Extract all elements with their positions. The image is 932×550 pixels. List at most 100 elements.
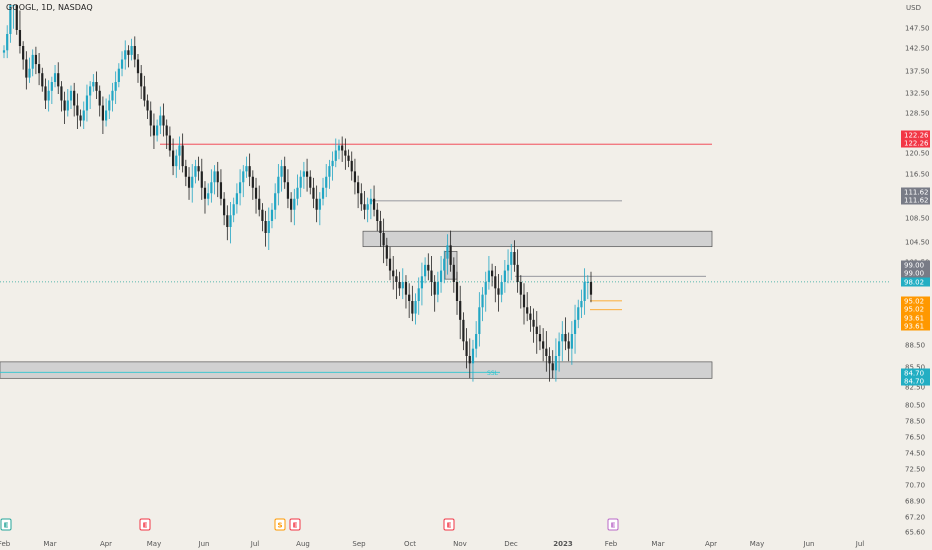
candle-body <box>267 221 270 233</box>
candle-body <box>101 105 104 121</box>
candle-body <box>104 110 108 121</box>
candle-body <box>85 95 89 111</box>
candle-body <box>171 150 175 167</box>
candle-body <box>232 204 235 216</box>
candle-body <box>127 50 130 55</box>
candle-body <box>22 46 25 60</box>
candle-body <box>63 100 66 111</box>
candle-body <box>34 54 38 65</box>
price-badge <box>901 260 930 270</box>
candle-body <box>519 282 522 295</box>
candle-body <box>187 176 191 188</box>
event-marker[interactable] <box>139 518 151 531</box>
candle-body <box>363 204 366 210</box>
candle-body <box>216 171 219 183</box>
y-tick-label: 147.50 <box>905 25 930 33</box>
price-badge-text: 122.26 <box>904 132 929 140</box>
candle-body <box>583 282 586 301</box>
candle-body <box>542 341 545 349</box>
candle-body <box>305 171 309 177</box>
x-tick-label: Nov <box>453 540 467 548</box>
chart-title: GOOGL, 1D, NASDAQ <box>6 3 93 12</box>
candle-body <box>484 282 487 295</box>
candle-body <box>181 145 184 167</box>
event-marker[interactable] <box>0 518 12 531</box>
candle-body <box>6 34 9 51</box>
candle-body <box>258 198 261 210</box>
candle-body <box>497 288 500 295</box>
x-tick-label: May <box>750 540 764 548</box>
candle-body <box>500 282 503 295</box>
candle-body <box>207 193 210 199</box>
candle-body <box>293 198 296 210</box>
y-tick-label: 137.50 <box>905 68 930 76</box>
candle-body <box>57 73 60 87</box>
price-badge-text: 99.00 <box>904 262 924 270</box>
y-tick-label: 104.50 <box>905 239 930 247</box>
x-tick-label: Aug <box>296 540 310 548</box>
y-tick-label: 80.50 <box>905 402 925 410</box>
candle-body <box>535 326 538 334</box>
candle-body <box>280 166 283 177</box>
candle-body <box>350 160 353 172</box>
y-tick-label: 78.50 <box>905 418 925 426</box>
price-badge <box>901 195 930 205</box>
candle-body <box>372 198 376 210</box>
candle-body <box>433 282 436 295</box>
candle-body <box>162 115 165 126</box>
candle-body <box>449 245 452 265</box>
y-tick-label: 120.50 <box>905 150 930 158</box>
x-tick-label: Jul <box>855 540 865 548</box>
event-marker[interactable] <box>443 518 455 531</box>
candle-body <box>487 270 491 282</box>
candle-body <box>242 171 245 183</box>
candle-body <box>143 86 146 101</box>
candle-body <box>315 198 318 210</box>
event-marker[interactable] <box>274 518 286 531</box>
candle-body <box>557 341 561 356</box>
candle-body <box>573 319 577 334</box>
candle-body <box>398 282 401 289</box>
candle-body <box>468 356 471 364</box>
candle-body <box>341 145 344 151</box>
event-marker[interactable] <box>289 518 301 531</box>
candle-body <box>194 166 197 177</box>
candle-body <box>309 176 312 188</box>
candle-body <box>395 276 398 282</box>
candle-body <box>443 258 446 271</box>
candle-body <box>130 46 133 55</box>
candle-body <box>261 209 264 221</box>
event-marker-label: E <box>4 522 9 530</box>
candle-body <box>529 313 532 320</box>
event-marker[interactable] <box>607 518 619 531</box>
candle-body <box>564 334 567 342</box>
candle-body <box>98 90 101 106</box>
y-tick-label: 74.50 <box>905 450 925 458</box>
candle-body <box>334 150 337 161</box>
x-tick-label: Apr <box>100 540 112 548</box>
candle-body <box>44 86 47 101</box>
candle-body <box>366 204 369 210</box>
candle-body <box>439 270 443 282</box>
price-badge-text: 98.02 <box>904 279 924 287</box>
zones-layer <box>0 230 713 379</box>
candles-layer[interactable] <box>2 5 593 382</box>
candle-body <box>357 182 360 194</box>
candle-body <box>89 86 92 96</box>
candle-body <box>25 59 28 78</box>
candle-body <box>191 176 194 188</box>
candle-body <box>392 270 395 277</box>
price-badge-text: 111.62 <box>904 189 929 197</box>
candle-body <box>589 282 593 295</box>
x-tick-label: Feb <box>605 540 618 548</box>
candle-body <box>580 301 583 308</box>
candle-body <box>290 198 293 210</box>
event-marker-label: E <box>447 522 452 530</box>
y-tick-label: 76.50 <box>905 434 925 442</box>
candle-body <box>133 46 136 60</box>
candle-body <box>12 5 15 6</box>
candle-body <box>465 341 468 356</box>
